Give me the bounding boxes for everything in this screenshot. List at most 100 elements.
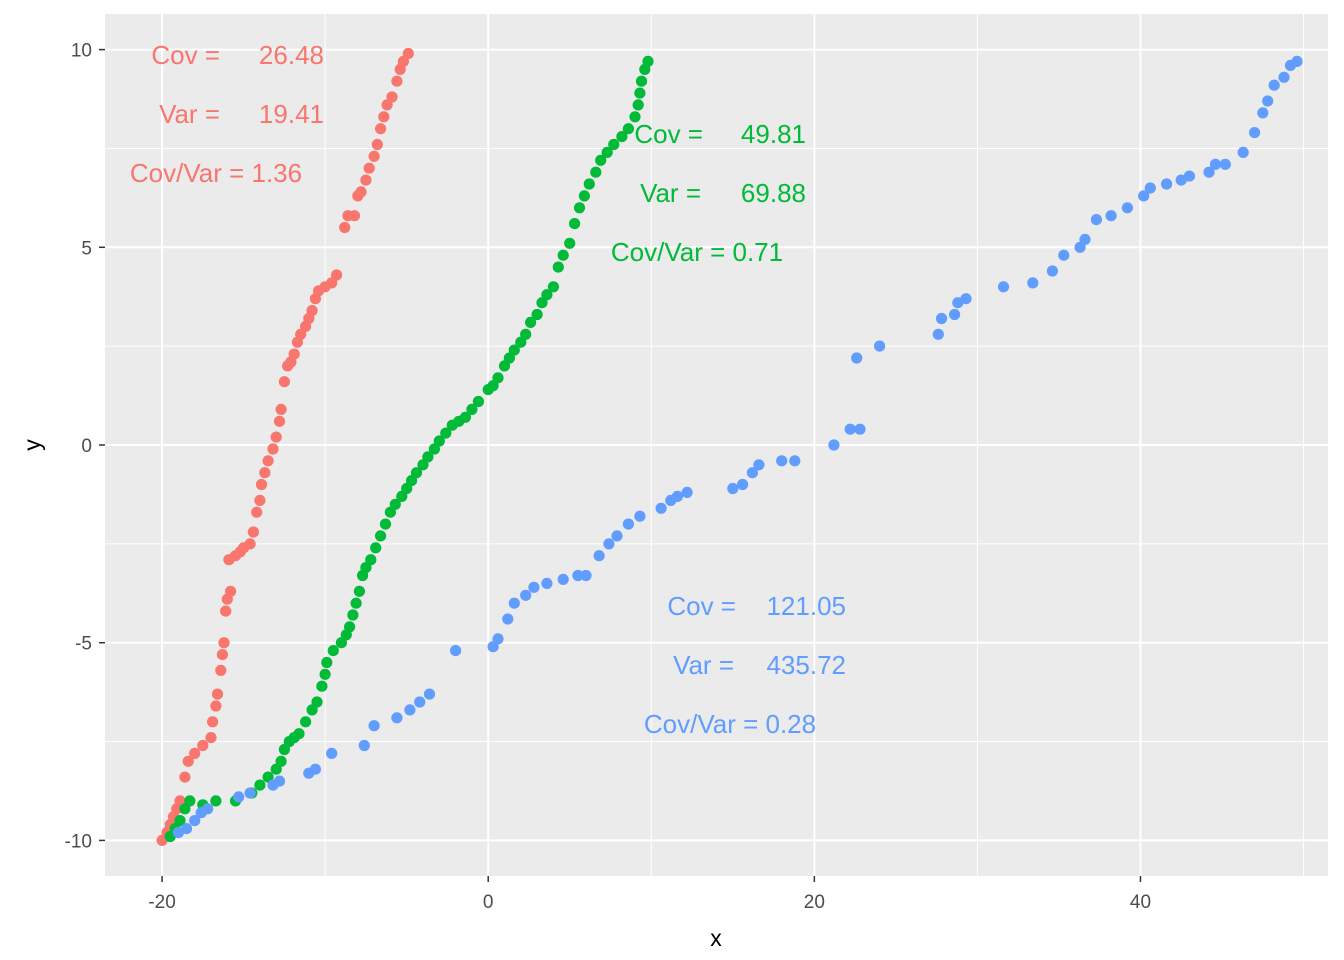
- data-point-series-1: [391, 75, 403, 87]
- data-point-series-2: [347, 609, 359, 621]
- data-point-series-3: [960, 293, 972, 305]
- data-point-series-2: [525, 316, 537, 328]
- axes: -20 0 20 40 -10 -5 0 5 10: [65, 41, 1152, 913]
- data-point-series-1: [197, 739, 209, 752]
- annot-green-cov-value: 49.81: [741, 119, 806, 149]
- data-point-series-1: [267, 443, 279, 455]
- data-point-series-3: [502, 613, 514, 625]
- data-point-series-3: [1237, 146, 1249, 158]
- annot-red-var-label: Var =: [159, 99, 220, 129]
- data-point-series-1: [254, 494, 266, 506]
- data-point-series-3: [949, 308, 961, 321]
- data-point-series-3: [1268, 79, 1280, 91]
- x-tick-label: 20: [804, 892, 825, 913]
- data-point-series-3: [1257, 107, 1269, 119]
- data-point-series-1: [182, 755, 194, 767]
- data-point-series-1: [273, 415, 286, 427]
- data-point-series-3: [935, 312, 948, 325]
- data-point-series-1: [402, 47, 414, 60]
- data-point-series-1: [247, 526, 259, 538]
- data-point-series-3: [1121, 202, 1133, 214]
- data-point-series-3: [202, 803, 214, 815]
- data-point-series-3: [528, 581, 540, 593]
- data-point-series-2: [440, 427, 452, 439]
- data-point-series-3: [634, 510, 646, 522]
- data-point-series-3: [851, 352, 863, 364]
- data-point-series-3: [557, 573, 569, 586]
- data-point-series-1: [262, 455, 274, 467]
- data-point-series-1: [225, 585, 237, 597]
- data-point-series-1: [275, 403, 287, 415]
- data-point-series-2: [492, 372, 504, 384]
- annot-red-var-value: 19.41: [259, 99, 324, 129]
- data-point-series-1: [207, 716, 219, 728]
- data-point-series-3: [520, 589, 532, 601]
- grid-lines: [105, 14, 1328, 876]
- data-point-series-3: [423, 688, 436, 700]
- data-point-series-3: [414, 696, 426, 708]
- data-point-series-1: [259, 467, 271, 479]
- data-point-series-3: [874, 340, 886, 352]
- y-axis-title: y: [19, 439, 45, 451]
- data-point-series-3: [1183, 170, 1195, 182]
- annot-green-ratio: Cov/Var = 0.71: [611, 237, 783, 267]
- data-point-series-2: [327, 645, 339, 657]
- data-point-series-2: [616, 131, 628, 143]
- data-point-series-2: [375, 530, 387, 542]
- data-point-series-1: [339, 221, 351, 234]
- data-point-series-2: [472, 395, 484, 408]
- data-point-series-1: [218, 637, 230, 649]
- data-point-series-3: [180, 823, 193, 835]
- data-point-series-2: [541, 289, 553, 301]
- data-point-series-3: [622, 518, 635, 530]
- data-point-series-1: [360, 174, 372, 186]
- data-point-series-1: [255, 478, 268, 491]
- data-point-series-2: [595, 154, 607, 166]
- data-point-series-3: [508, 597, 520, 609]
- data-point-series-3: [391, 712, 403, 724]
- annot-red-cov-value: 26.48: [259, 40, 324, 70]
- data-point-series-1: [288, 348, 300, 360]
- data-point-series-1: [210, 700, 222, 712]
- data-point-series-3: [1144, 182, 1156, 194]
- data-point-series-3: [273, 775, 286, 787]
- data-point-series-2: [520, 328, 532, 340]
- data-point-series-2: [531, 308, 543, 321]
- data-point-series-2: [642, 55, 654, 67]
- data-point-series-3: [1203, 166, 1215, 178]
- annot-green-var-label: Var =: [640, 178, 701, 208]
- data-point-series-3: [593, 550, 605, 562]
- data-point-series-2: [634, 87, 646, 99]
- data-point-series-1: [378, 111, 390, 123]
- data-point-series-3: [244, 787, 256, 799]
- annot-blue-cov-value: 121.05: [766, 591, 846, 621]
- data-point-series-3: [1161, 178, 1173, 190]
- data-point-series-3: [358, 739, 370, 752]
- x-tick-label: 40: [1130, 892, 1151, 913]
- data-point-series-1: [386, 91, 398, 103]
- data-point-series-3: [1278, 71, 1290, 83]
- annot-blue-var-value: 435.72: [766, 650, 846, 680]
- data-point-series-1: [205, 732, 217, 744]
- data-point-series-3: [1209, 158, 1222, 170]
- data-point-series-2: [293, 728, 305, 740]
- annot-blue-cov-label: Cov =: [667, 591, 736, 621]
- data-point-series-2: [184, 795, 196, 807]
- data-point-series-3: [727, 482, 739, 495]
- data-point-series-2: [370, 542, 382, 554]
- data-point-series-3: [450, 645, 462, 657]
- x-axis-title: x: [710, 925, 722, 951]
- data-point-series-2: [316, 680, 328, 692]
- data-point-series-3: [753, 459, 765, 471]
- data-point-series-1: [331, 269, 343, 281]
- data-point-series-2: [573, 202, 586, 214]
- data-point-series-3: [997, 281, 1010, 293]
- y-tick-label: 0: [81, 436, 92, 457]
- data-point-series-3: [309, 763, 321, 775]
- data-point-series-2: [365, 554, 377, 566]
- data-point-series-2: [569, 218, 581, 230]
- data-point-series-2: [564, 237, 576, 249]
- data-point-series-3: [1046, 265, 1058, 277]
- data-point-series-2: [622, 123, 635, 135]
- data-point-series-3: [541, 577, 553, 590]
